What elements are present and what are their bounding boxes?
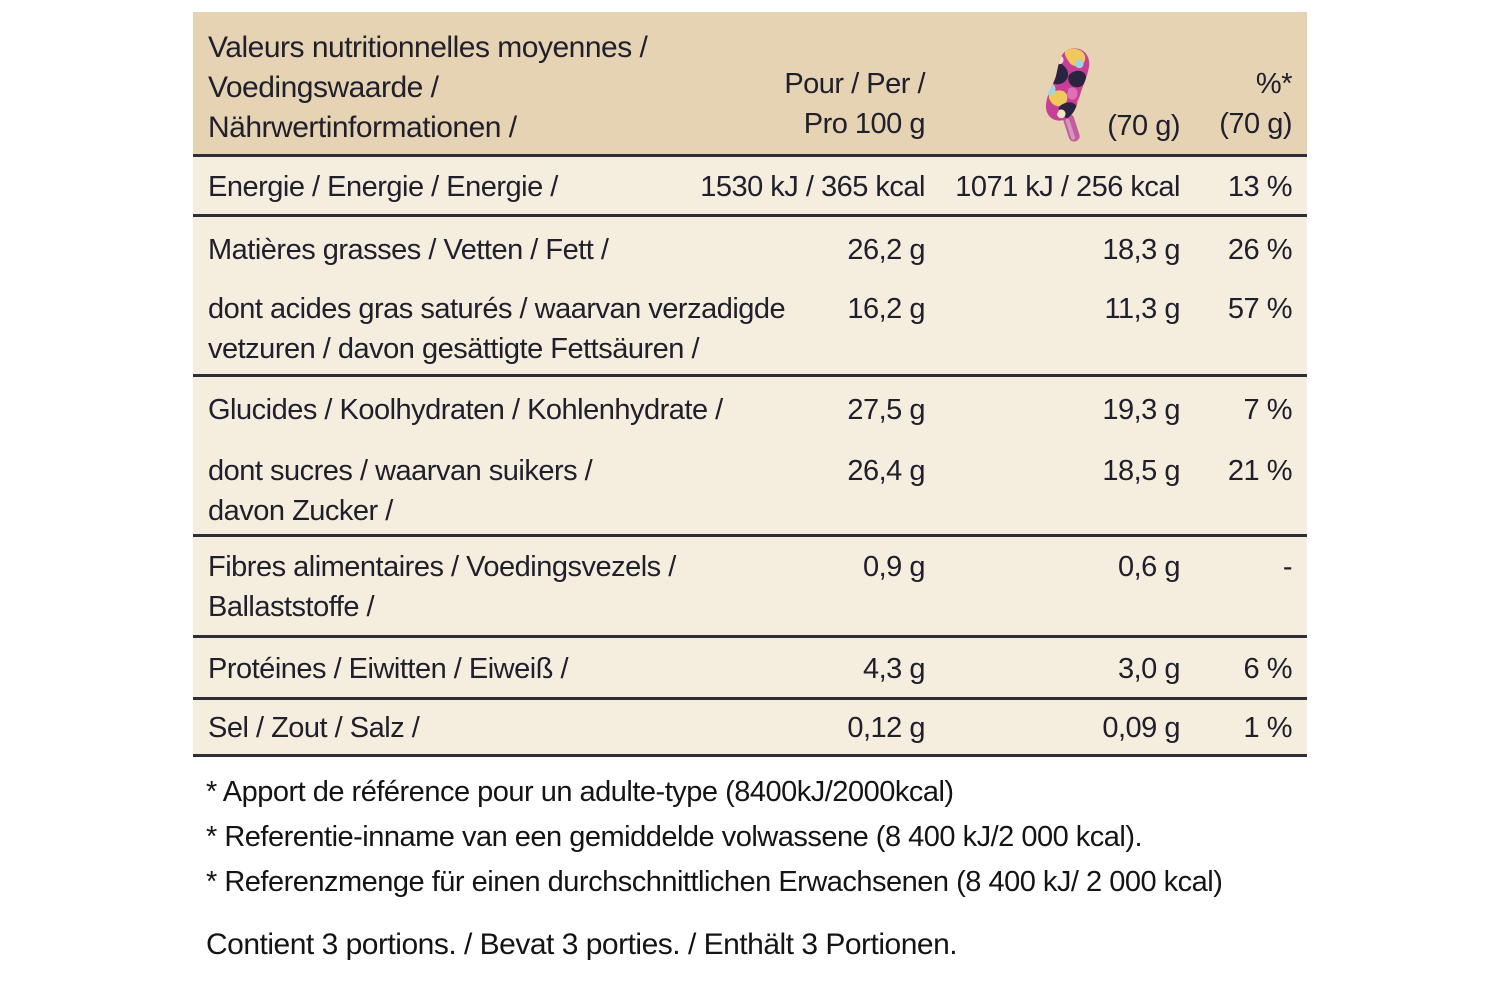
value-per-portion: 18,5 g bbox=[1102, 455, 1180, 487]
value-reference-intake: 21 % bbox=[1227, 455, 1293, 487]
value-per-100g: 16,2 g bbox=[847, 293, 925, 325]
row-label: dont acides gras saturés / waarvan verza… bbox=[208, 293, 786, 325]
table-row-sugars: dont sucres / waarvan suikers / davon Zu… bbox=[193, 443, 1307, 537]
table-row-salt: Sel / Zout / Salz / 0,12 g 0,09 g 1 % bbox=[193, 700, 1307, 757]
value-per-100g: 26,4 g bbox=[847, 455, 925, 487]
row-label: Protéines / Eiwitten / Eiweiß / bbox=[208, 653, 569, 685]
reference-intake-footnotes: * Apport de référence pour un adulte-typ… bbox=[206, 770, 1223, 905]
value-per-portion: 11,3 g bbox=[1104, 293, 1181, 325]
value-reference-intake: 6 % bbox=[1243, 653, 1293, 685]
row-label: Energie / Energie / Energie / bbox=[208, 171, 558, 203]
col-header-reference-intake: %* (70 g) bbox=[1219, 64, 1292, 144]
value-per-100g: 4,3 g bbox=[863, 653, 926, 685]
row-label-line2: davon Zucker / bbox=[208, 495, 393, 527]
col-header-per-100g: Pour / Per / Pro 100 g bbox=[784, 68, 925, 140]
value-per-100g: 0,12 g bbox=[847, 712, 925, 744]
value-per-100g: 0,9 g bbox=[863, 551, 926, 583]
table-row-carbohydrates: Glucides / Koolhydraten / Kohlenhydrate … bbox=[193, 377, 1307, 443]
value-per-portion: 0,6 g bbox=[1118, 551, 1181, 583]
ice-cream-bar-icon bbox=[1046, 48, 1090, 142]
table-title: Valeurs nutritionnelles moyennes / Voedi… bbox=[208, 28, 648, 148]
table-row-protein: Protéines / Eiwitten / Eiweiß / 4,3 g 3,… bbox=[193, 638, 1307, 700]
reference-intake-portion: (70 g) bbox=[1219, 108, 1292, 140]
servings-statement: Contient 3 portions. / Bevat 3 porties. … bbox=[206, 928, 958, 961]
row-label: Fibres alimentaires / Voedingsvezels / bbox=[208, 551, 676, 583]
value-per-portion: 19,3 g bbox=[1102, 394, 1180, 426]
value-per-portion: 1071 kJ / 256 kcal bbox=[955, 171, 1180, 203]
value-reference-intake: 26 % bbox=[1227, 234, 1293, 266]
value-reference-intake: 1 % bbox=[1243, 712, 1293, 744]
table-title-line-nl: Voedingswaarde / bbox=[208, 71, 439, 104]
table-row-saturated-fat: dont acides gras saturés / waarvan verza… bbox=[193, 283, 1307, 377]
value-reference-intake: 7 % bbox=[1243, 394, 1293, 426]
table-row-energy: Energie / Energie / Energie / 1530 kJ / … bbox=[193, 157, 1307, 217]
row-label: Matières grasses / Vetten / Fett / bbox=[208, 234, 609, 266]
footnote-nl: * Referentie-inname van een gemiddelde v… bbox=[206, 821, 1143, 853]
row-label: Sel / Zout / Salz / bbox=[208, 712, 420, 744]
table-row-fibre: Fibres alimentaires / Voedingsvezels / B… bbox=[193, 537, 1307, 638]
footnote-fr: * Apport de référence pour un adulte-typ… bbox=[206, 776, 954, 808]
table-title-line-fr: Valeurs nutritionnelles moyennes / bbox=[208, 31, 648, 64]
row-label: dont sucres / waarvan suikers / bbox=[208, 455, 593, 487]
table-body: Energie / Energie / Energie / 1530 kJ / … bbox=[193, 157, 1307, 757]
row-label-line2: Ballaststoffe / bbox=[208, 591, 375, 623]
value-per-portion: 3,0 g bbox=[1118, 653, 1181, 685]
footnote-de: * Referenzmenge für einen durchschnittli… bbox=[206, 866, 1223, 898]
reference-intake-symbol: %* bbox=[1255, 68, 1293, 100]
value-per-100g: 27,5 g bbox=[847, 394, 925, 426]
value-per-portion: 0,09 g bbox=[1102, 712, 1180, 744]
value-per-100g: 1530 kJ / 365 kcal bbox=[700, 171, 925, 203]
table-row-fat: Matières grasses / Vetten / Fett / 26,2 … bbox=[193, 217, 1307, 283]
table-title-line-de: Nährwertinformationen / bbox=[208, 111, 517, 144]
nutrition-table: Valeurs nutritionnelles moyennes / Voedi… bbox=[193, 12, 1307, 757]
table-header: Valeurs nutritionnelles moyennes / Voedi… bbox=[193, 12, 1307, 157]
value-reference-intake: - bbox=[1282, 551, 1293, 583]
col-header-per-portion: (70 g) bbox=[1033, 48, 1180, 144]
row-label: Glucides / Koolhydraten / Kohlenhydrate … bbox=[208, 394, 723, 426]
value-reference-intake: 13 % bbox=[1227, 171, 1293, 203]
value-reference-intake: 57 % bbox=[1227, 293, 1293, 325]
value-per-100g: 26,2 g bbox=[847, 234, 925, 266]
portion-size-label: (70 g) bbox=[1107, 110, 1180, 142]
row-label-line2: vetzuren / davon gesättigte Fettsäuren / bbox=[208, 333, 700, 365]
value-per-portion: 18,3 g bbox=[1102, 234, 1180, 266]
